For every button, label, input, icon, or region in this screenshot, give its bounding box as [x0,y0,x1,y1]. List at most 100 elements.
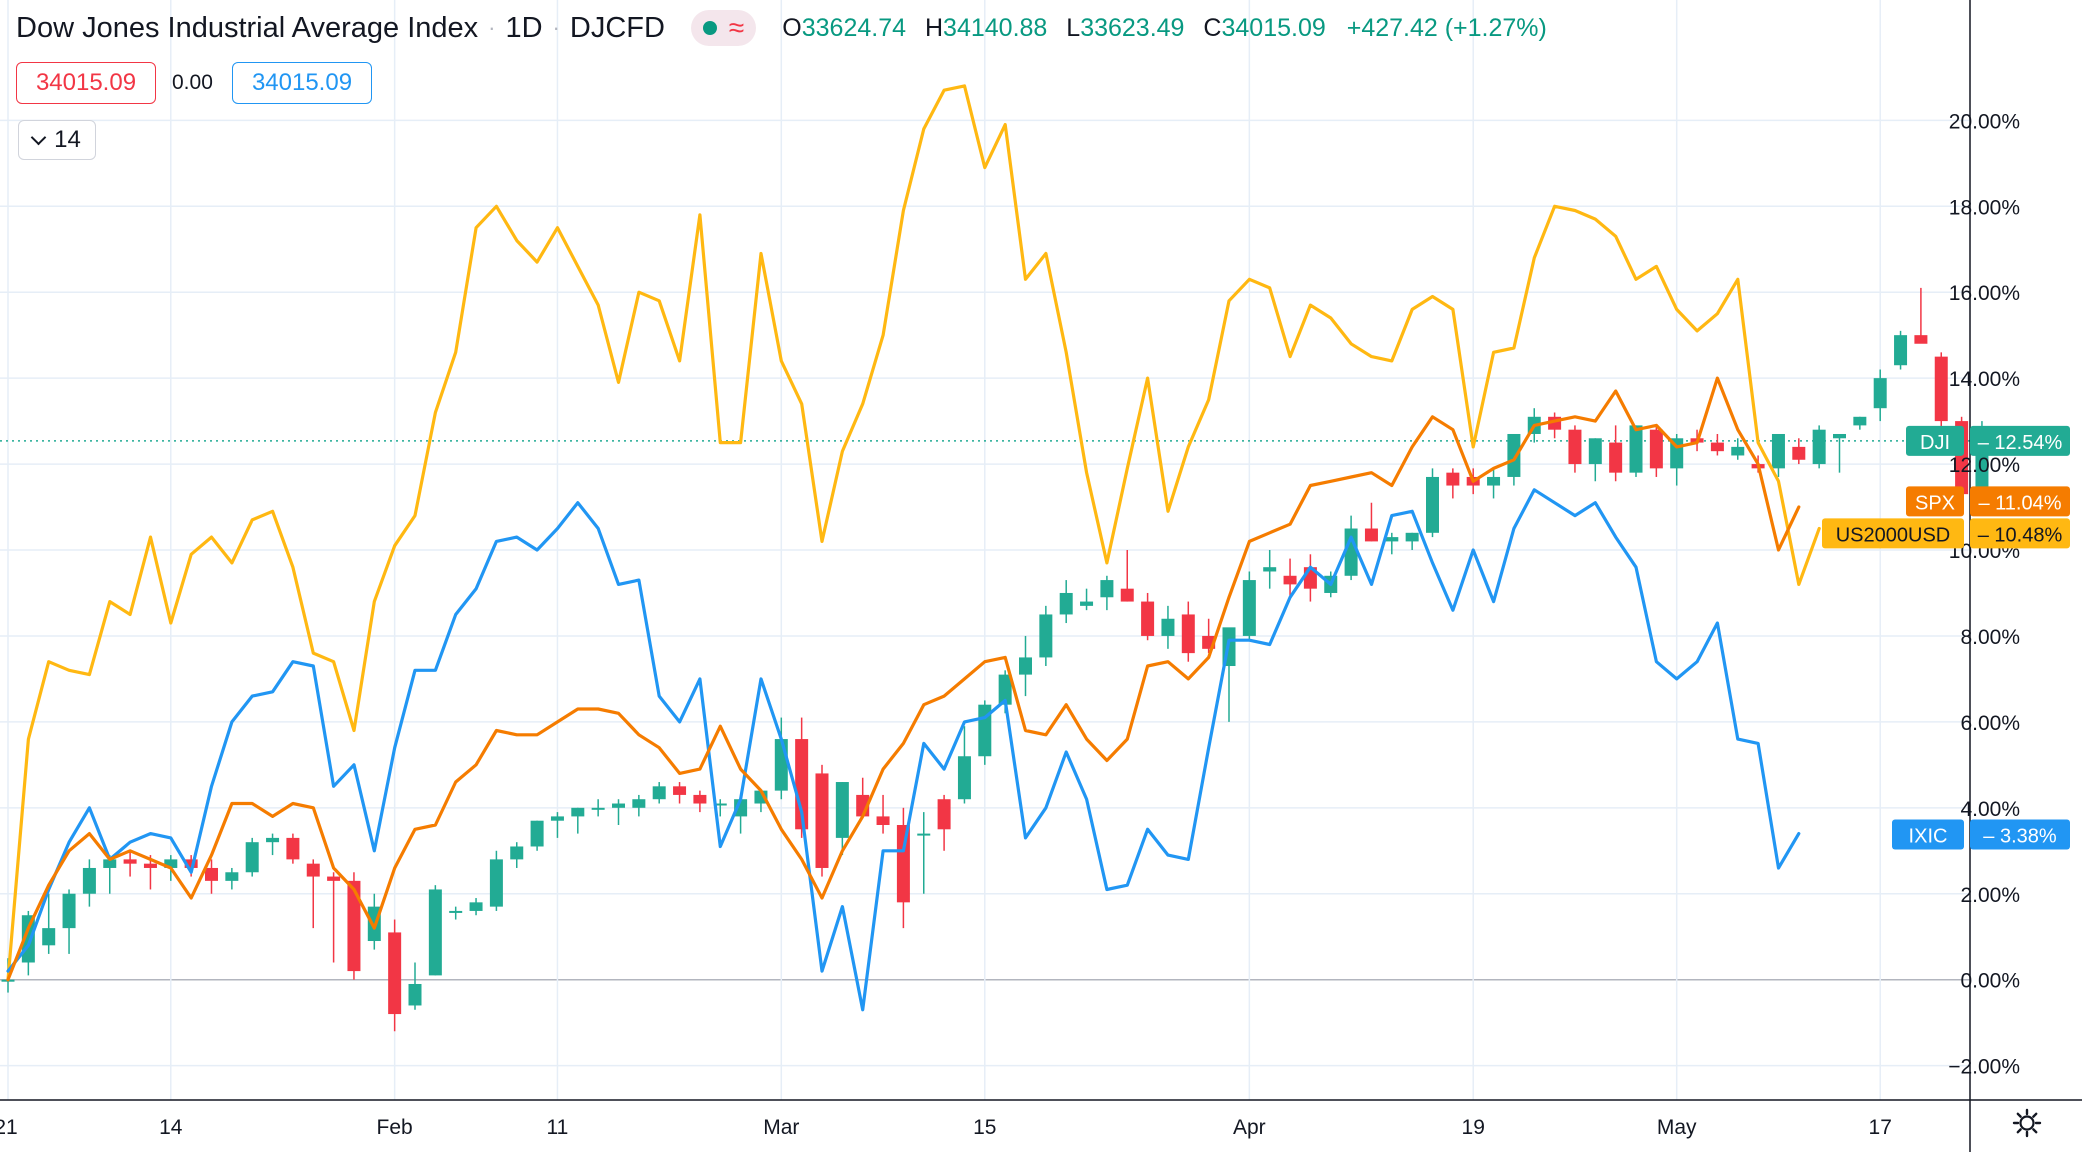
candle-body [82,867,96,894]
candle-body [652,786,666,800]
price-axis[interactable]: −2.00%0.00%2.00%4.00%6.00%8.00%10.00%12.… [1948,0,2020,1152]
dji-candle [856,777,870,817]
candle-body [1161,618,1175,636]
candle-body [1019,657,1032,675]
candle-body [388,932,402,1015]
settings-gear-icon[interactable] [2012,1108,2042,1138]
candle-body [62,893,76,929]
dji-candle [591,799,605,817]
candle-body [1181,614,1195,654]
dji-candle [1019,635,1032,697]
candle-body [1629,425,1643,473]
dji-candle [1771,433,1785,477]
dji-candle [957,726,971,804]
candle-body [1364,528,1378,542]
candle-body [1385,537,1399,542]
series-name-tag [1906,486,1964,517]
y-tick-label: 16.00% [1949,282,2020,305]
chevron-down-icon [30,129,47,145]
candle-body [469,902,483,911]
dji-candle [286,833,300,864]
x-tick-label: 17 [1869,1116,1892,1139]
candle-body [957,756,971,800]
time-axis[interactable]: 21 14 Feb 11 Mar 15 Apr 19 May 17 [0,1099,2082,1139]
x-tick-label: 11 [547,1116,569,1139]
candle-body [1242,580,1256,636]
candle-body [42,928,56,946]
buy-price-button[interactable]: 34015.09 [232,62,372,104]
dji-candle [1161,605,1175,649]
dji-candle [1731,438,1745,460]
dji-candle [42,893,56,954]
dji-candle [1487,468,1501,499]
dji-candle [1446,468,1460,499]
candle-body [143,863,157,868]
period-value: 14 [54,126,81,153]
dji-candle [205,859,218,894]
candle-body [327,876,341,881]
dji-candle [1303,554,1317,602]
candle-body [245,842,259,873]
series-value-labels: DJI – 12.54% SPX – 11.04% US2000USD – 10.48% I… [1822,425,2070,850]
period-selector[interactable]: 14 [18,120,96,160]
dji-candle [835,782,849,856]
dji-candle [550,812,564,838]
low-key: L [1066,13,1081,42]
candle-body [876,816,890,825]
market-open-icon [702,21,717,35]
dji-candle [1853,416,1867,430]
interval-label[interactable]: 1D [505,11,543,44]
dji-candle [266,833,280,856]
dji-candle [652,782,666,804]
series-line-us2000usd [6,84,1821,982]
series-value-text: – 10.48% [1978,524,2063,546]
series-name-tag [1892,819,1964,850]
series-value-tag [1970,425,2070,456]
candle-body [774,739,788,791]
candle-body [1141,601,1155,636]
candle-body [1710,442,1724,452]
x-tick-label: 21 [0,1116,18,1139]
candle-body [1934,356,1948,422]
dji-candle [1568,425,1582,473]
candle-body [530,820,544,847]
candle-body [550,816,564,821]
candle-body [1894,335,1908,366]
candle-body [1507,433,1521,477]
x-tick-label: May [1657,1116,1697,1139]
dji-candle [693,790,707,813]
low-value: 33623.49 [1080,13,1185,42]
series-name-text: DJI [1920,432,1950,454]
x-tick-label: 19 [1462,1116,1485,1139]
value-label-dji: DJI – 12.54% [1906,425,2070,456]
candle-body [713,803,727,806]
high-value: 34140.88 [943,13,1048,42]
dji-candle [1283,558,1297,598]
dji-candle [1080,588,1094,611]
candle-body [998,674,1012,705]
y-tick-label: 0.00% [1960,970,2020,993]
x-tick-label: Mar [763,1116,799,1139]
sell-price-button[interactable]: 34015.09 [16,62,156,104]
dji-candle [469,898,483,916]
separator-dot: · [552,15,560,40]
series-line-spx [6,376,1801,982]
dji-candle [103,855,117,894]
market-status-chip[interactable]: ≈ [690,10,757,46]
dji-candle [388,919,402,1032]
y-tick-label: 14.00% [1949,368,2020,391]
candle-body [917,833,931,836]
dji-candle [1242,571,1256,641]
candle-body [612,803,625,808]
dji-candle [1039,605,1053,667]
candle-body [1812,429,1826,465]
series-value-tag [1970,518,2070,549]
candle-body [1771,433,1785,469]
symbol-title[interactable]: Dow Jones Industrial Average Index [16,11,479,44]
dji-candle [1873,369,1887,422]
dji-candle [612,799,625,825]
dji-candle [245,837,259,877]
close-key: C [1203,13,1222,42]
series-name-text: US2000USD [1836,524,1951,546]
